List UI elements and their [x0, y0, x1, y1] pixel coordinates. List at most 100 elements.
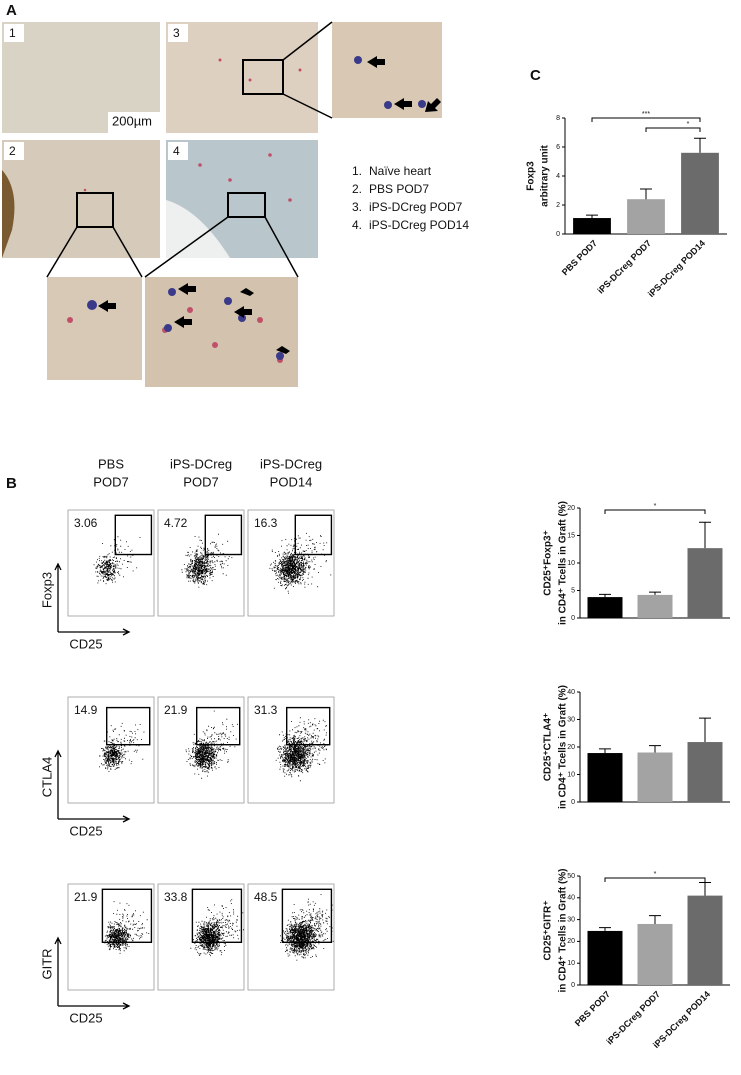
- gate-percentage: 3.06: [74, 516, 98, 530]
- bar: [587, 753, 623, 802]
- x-tick-label: PBS POD7: [573, 989, 612, 1028]
- significance-bracket: [591, 117, 701, 122]
- legend-text: PBS POD7: [369, 182, 429, 196]
- gate: [204, 514, 243, 556]
- bar: [681, 152, 719, 234]
- legend-number: 2.: [352, 182, 362, 196]
- y-tick-label: 0: [556, 231, 560, 238]
- x-axis-label: CD25: [69, 1010, 102, 1025]
- panel-label: A: [6, 2, 17, 19]
- column-header: POD14: [270, 474, 313, 489]
- error-bar: [699, 521, 711, 549]
- gate-percentage: 14.9: [74, 703, 98, 717]
- micrograph: [145, 277, 298, 387]
- y-tick-label: 8: [556, 115, 560, 122]
- gate: [191, 888, 243, 943]
- significance-bracket: [604, 509, 706, 514]
- error-bar: [599, 593, 611, 598]
- column-header: PBS: [98, 456, 124, 471]
- x-tick-label: iPS-DCreg POD7: [604, 989, 662, 1047]
- bar: [687, 742, 723, 802]
- y-tick-label: 10: [567, 560, 575, 567]
- bar: [573, 218, 611, 234]
- y-tick-label: 50: [567, 873, 575, 880]
- bar: [637, 923, 673, 985]
- legend-number: 4.: [352, 218, 362, 232]
- image-label-box: [4, 24, 24, 42]
- scatter-dots: [269, 532, 332, 594]
- error-bar: [694, 137, 706, 153]
- plot-frame: [247, 696, 335, 804]
- scatter-dots: [181, 533, 233, 588]
- x-tick-label: PBS POD7: [560, 238, 599, 277]
- tissue-edge: [2, 170, 15, 258]
- bar: [687, 895, 723, 985]
- foxp3-cells: [87, 56, 426, 360]
- bar: [627, 199, 665, 234]
- y-tick-label: 20: [567, 505, 575, 512]
- gate-percentage: 48.5: [254, 890, 278, 904]
- error-bar: [649, 745, 661, 753]
- error-bar: [599, 927, 611, 931]
- x-tick-label: iPS-DCreg POD14: [646, 238, 707, 299]
- gate-percentage: 21.9: [74, 890, 98, 904]
- y-axis-label: CD25⁺GITR⁺: [543, 900, 554, 960]
- image-label: 4: [173, 144, 180, 158]
- gate-percentage: 33.8: [164, 890, 188, 904]
- error-bar: [599, 748, 611, 754]
- bar: [637, 752, 673, 802]
- plot-frame: [67, 883, 155, 991]
- panel-label: B: [6, 475, 17, 492]
- image-label: 2: [9, 144, 16, 158]
- x-axis-label: CD25: [69, 636, 102, 651]
- y-axis-label: in CD4⁺ Tcells in Graft (%): [558, 501, 569, 625]
- y-tick-label: 4: [556, 173, 560, 180]
- scale-bar-box: [108, 112, 160, 133]
- column-header: POD7: [93, 474, 128, 489]
- plot-frame: [247, 883, 335, 991]
- error-bar: [649, 915, 661, 924]
- y-tick-label: 2: [556, 202, 560, 209]
- plot-frame: [67, 696, 155, 804]
- gate: [101, 888, 153, 943]
- error-bar: [699, 717, 711, 743]
- significance-bracket: [604, 877, 706, 882]
- y-tick-label: 30: [567, 916, 575, 923]
- y-axis-label: CTLA4: [39, 757, 54, 797]
- error-bar: [640, 188, 652, 200]
- scatter-dots: [185, 710, 238, 779]
- significance-label: *: [654, 503, 657, 510]
- y-tick-label: 20: [567, 938, 575, 945]
- column-header: iPS-DCreg: [260, 456, 322, 471]
- image-label: 3: [173, 26, 180, 40]
- scatter-dots: [99, 722, 145, 772]
- y-axis-label: in CD4⁺ Tcells in Graft (%): [558, 685, 569, 809]
- significance-label: *: [654, 871, 657, 878]
- legend-text: iPS-DCreg POD14: [369, 218, 469, 232]
- scatter-dots: [275, 717, 328, 782]
- arrows: [98, 56, 441, 354]
- significance-label: *: [687, 121, 690, 128]
- gate: [114, 514, 153, 556]
- error-bar: [699, 882, 711, 896]
- plot-frame: [247, 509, 335, 617]
- y-tick-label: 0: [571, 982, 575, 989]
- plot-frame: [157, 696, 245, 804]
- image-label: 1: [9, 26, 16, 40]
- y-tick-label: 0: [571, 799, 575, 806]
- micrograph: [47, 277, 142, 380]
- gate-percentage: 31.3: [254, 703, 278, 717]
- y-tick-label: 15: [567, 532, 575, 539]
- bar: [637, 594, 673, 618]
- zoom-lines: [46, 21, 333, 278]
- y-tick-label: 20: [567, 744, 575, 751]
- y-axis-label: GITR: [39, 948, 54, 979]
- y-tick-label: 40: [567, 689, 575, 696]
- x-tick-label: iPS-DCreg POD7: [595, 238, 653, 296]
- plot-frame: [157, 509, 245, 617]
- gate: [105, 706, 151, 746]
- legend-number: 3.: [352, 200, 362, 214]
- axis-arrow: [54, 936, 131, 1010]
